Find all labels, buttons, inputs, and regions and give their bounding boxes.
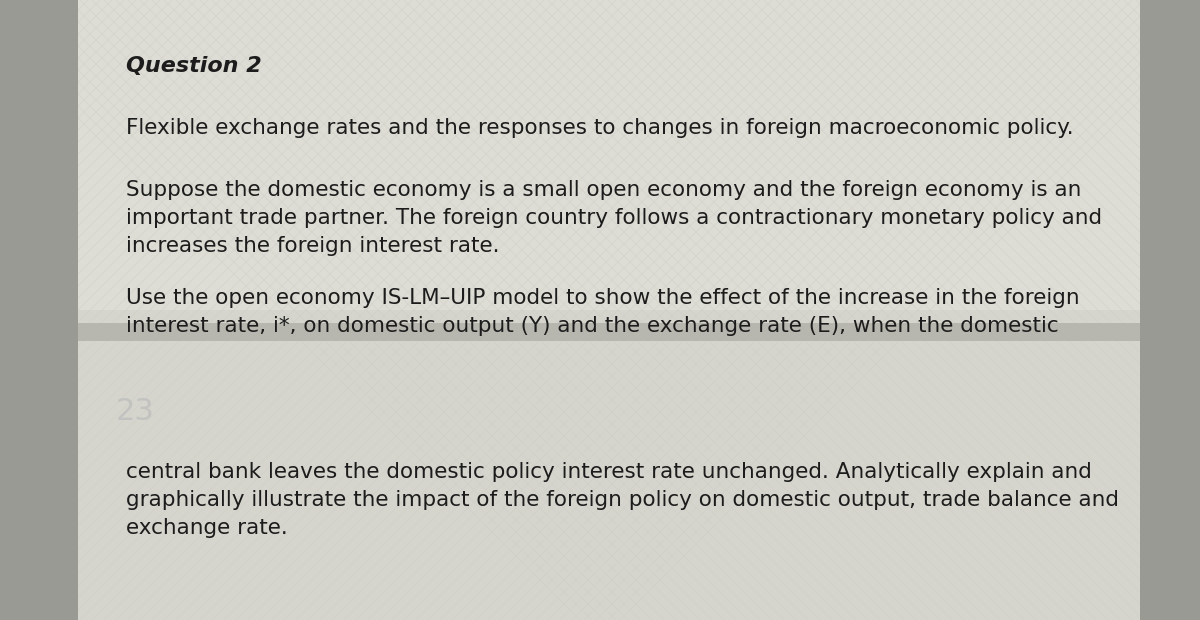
Bar [1140, 0, 1200, 620]
Text: central bank leaves the domestic policy interest rate unchanged. Analytically ex: central bank leaves the domestic policy … [126, 462, 1120, 538]
Text: Question 2: Question 2 [126, 56, 262, 76]
Bar [0, 0, 78, 620]
Bar [0, 0, 1200, 310]
Text: 23: 23 [116, 397, 155, 426]
Text: Suppose the domestic economy is a small open economy and the foreign economy is : Suppose the domestic economy is a small … [126, 180, 1102, 256]
Text: Use the open economy IS-LM–UIP model to show the effect of the increase in the f: Use the open economy IS-LM–UIP model to … [126, 288, 1080, 336]
Bar [0, 310, 1200, 620]
Bar [78, 322, 1140, 341]
Text: Flexible exchange rates and the responses to changes in foreign macroeconomic po: Flexible exchange rates and the response… [126, 118, 1074, 138]
